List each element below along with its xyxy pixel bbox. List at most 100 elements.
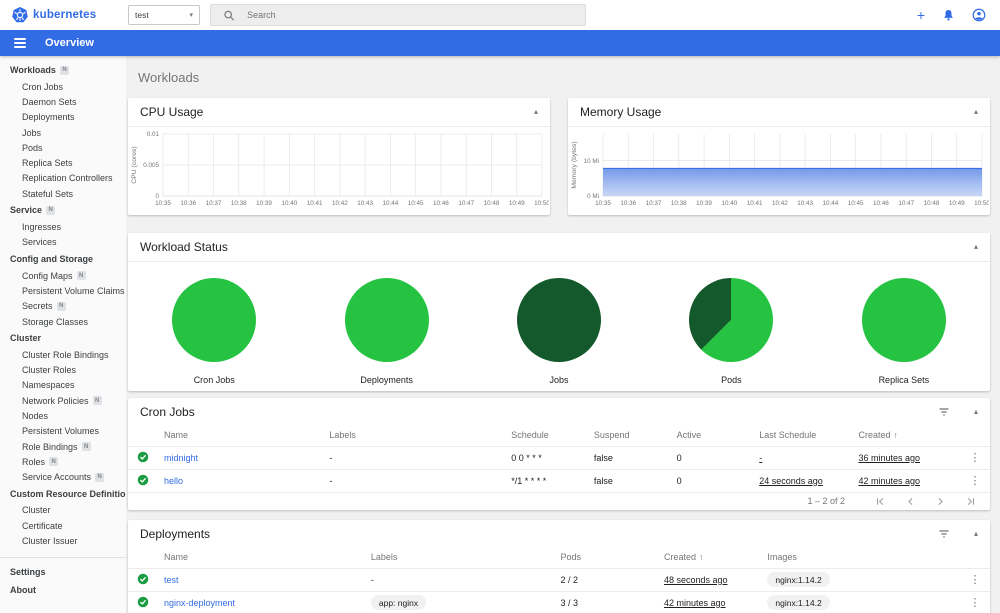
column-header-pods[interactable]: Pods [554,546,658,569]
kebab-menu-icon[interactable]: ⋮ [960,469,990,493]
sidebar-item-roles[interactable]: Roles N [0,454,126,469]
sidebar-section-workloads[interactable]: Workloads N [0,61,126,79]
resource-link[interactable]: nginx-deployment [164,597,236,608]
filter-list-icon[interactable] [938,406,950,418]
namespaced-badge: N [81,442,91,452]
pagination-nav [875,496,976,507]
column-header-labels[interactable]: Labels [323,424,506,447]
account-circle-icon[interactable] [972,8,986,22]
notifications-icon[interactable] [942,8,955,22]
prev-page-icon[interactable] [905,496,916,507]
detail-link[interactable]: - [759,452,763,463]
menu-icon[interactable] [14,38,26,48]
resource-link[interactable]: test [164,574,179,585]
column-header-created[interactable]: Created ↑ [657,546,762,569]
sidebar-item-replication-controllers[interactable]: Replication Controllers [0,171,126,186]
sidebar-section-cluster[interactable]: Cluster [0,329,126,347]
pie-label: Replica Sets [878,375,930,385]
collapse-icon[interactable]: ▴ [973,529,978,538]
add-icon[interactable]: + [916,7,925,23]
kebab-menu-icon[interactable]: ⋮ [960,446,990,470]
status-ok-icon [137,451,149,462]
sidebar-item-cluster-role-bindings[interactable]: Cluster Role Bindings [0,347,126,362]
sidebar-item-label: Service Accounts [22,472,92,483]
sidebar-item-certificate[interactable]: Certificate [0,518,126,533]
detail-link[interactable]: 48 seconds ago [663,574,728,585]
pie-chart [172,278,257,362]
pie-label: Pods [721,375,742,385]
workload-pie-pods: Pods [645,278,817,385]
sidebar-item-persistent-volumes[interactable]: Persistent Volumes [0,424,126,439]
pie-label: Jobs [549,375,569,385]
sidebar-section-config-and-storage[interactable]: Config and Storage [0,250,126,268]
sidebar-item-cluster-roles[interactable]: Cluster Roles [0,362,126,377]
cpu-usage-card: CPU Usage ▴ 10:35 10:36 10:37 10:38 10:39 10:… [128,98,550,215]
svg-text:10:42: 10:42 [332,200,348,207]
sidebar-item-namespaces[interactable]: Namespaces [0,378,126,393]
sidebar-item-nodes[interactable]: Nodes [0,408,126,423]
search-input[interactable] [247,10,573,20]
sidebar-item-cron-jobs[interactable]: Cron Jobs [0,79,126,94]
column-header-suspend[interactable]: Suspend [587,424,671,447]
sidebar-item-service-accounts[interactable]: Service Accounts N [0,470,126,485]
svg-text:10:40: 10:40 [281,200,297,207]
sidebar-item-cluster[interactable]: Cluster [0,503,126,518]
sidebar-item-about[interactable]: About [0,581,126,599]
detail-link[interactable]: 42 minutes ago [663,597,726,608]
workload-pie-jobs: Jobs [473,278,645,385]
collapse-icon[interactable]: ▴ [973,407,978,416]
sidebar-item-persistent-volume-claims[interactable]: Persistent Volume ClaimsN [0,283,126,298]
sidebar-section-custom-resource-definitions[interactable]: Custom Resource Definitions [0,485,126,503]
column-header-status [128,546,158,569]
collapse-icon[interactable]: ▴ [533,107,538,116]
column-header-actions [960,424,990,447]
sidebar-item-label: Secrets [22,301,53,312]
resource-link[interactable]: hello [164,475,184,486]
first-page-icon[interactable] [875,496,886,507]
sidebar-item-role-bindings[interactable]: Role Bindings N [0,439,126,454]
column-header-schedule[interactable]: Schedule [505,424,588,447]
sidebar-item-network-policies[interactable]: Network Policies N [0,393,126,408]
kebab-menu-icon[interactable]: ⋮ [960,591,990,613]
column-header-name[interactable]: Name [158,424,324,447]
sidebar-section-service[interactable]: Service N [0,201,126,219]
detail-link[interactable]: 24 seconds ago [759,475,823,486]
cell-name: hello [158,469,324,493]
kubernetes-logo[interactable]: kubernetes [12,7,120,23]
sidebar-item-deployments[interactable]: Deployments [0,110,126,125]
column-header-images[interactable]: Images [761,546,960,569]
sidebar-item-storage-classes[interactable]: Storage Classes [0,314,126,329]
detail-link[interactable]: 36 minutes ago [858,452,921,463]
sidebar-item-services[interactable]: Services [0,235,126,250]
column-header-last-schedule[interactable]: Last Schedule [753,424,853,447]
sidebar-item-secrets[interactable]: Secrets N [0,299,126,314]
sidebar-item-label: Replication Controllers [22,173,113,184]
column-header-active[interactable]: Active [670,424,754,447]
next-page-icon[interactable] [935,496,946,507]
column-header-name[interactable]: Name [158,546,365,569]
search-box[interactable] [210,4,586,26]
column-header-labels[interactable]: Labels [364,546,555,569]
sidebar-item-config-maps[interactable]: Config Maps N [0,268,126,283]
collapse-icon[interactable]: ▴ [973,107,978,116]
column-header-created[interactable]: Created ↑ [852,424,960,447]
sidebar-item-ingresses[interactable]: Ingresses [0,219,126,234]
sidebar-item-jobs[interactable]: Jobs [0,125,126,140]
cron-jobs-pagination: 1 – 2 of 2 [128,493,990,510]
sidebar-item-settings[interactable]: Settings [0,563,126,581]
sidebar-item-daemon-sets[interactable]: Daemon Sets [0,94,126,109]
svg-text:10:35: 10:35 [595,200,611,207]
sidebar-item-pods[interactable]: Pods [0,140,126,155]
collapse-icon[interactable]: ▴ [973,242,978,251]
kebab-menu-icon[interactable]: ⋮ [960,568,990,592]
svg-text:CPU (cores): CPU (cores) [131,146,138,183]
detail-link[interactable]: 42 minutes ago [858,475,921,486]
last-page-icon[interactable] [965,496,976,507]
filter-list-icon[interactable] [938,528,950,540]
sidebar-item-replica-sets[interactable]: Replica Sets [0,155,126,170]
resource-link[interactable]: midnight [164,452,199,463]
sidebar-item-cluster-issuer[interactable]: Cluster Issuer [0,533,126,548]
sidebar-item-stateful-sets[interactable]: Stateful Sets [0,186,126,201]
app-bar: Overview [0,30,1000,56]
namespace-selector[interactable]: test ▾ [128,5,200,25]
